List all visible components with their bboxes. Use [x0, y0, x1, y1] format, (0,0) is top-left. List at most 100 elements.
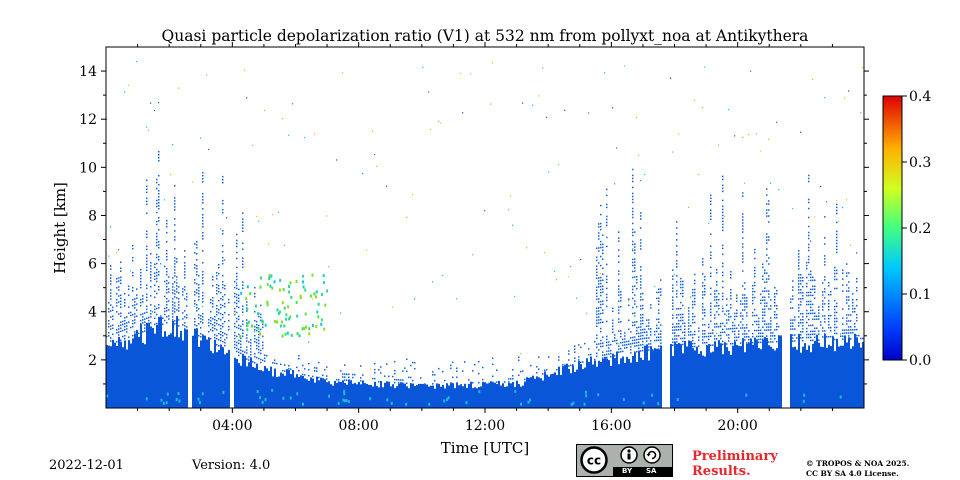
heatmap-speckle — [156, 274, 158, 277]
heatmap-speckle — [632, 339, 634, 342]
heatmap-speckle — [850, 314, 852, 316]
heatmap-speckle — [764, 281, 766, 283]
heatmap-speckle — [120, 312, 122, 314]
heatmap-speckle — [172, 313, 174, 315]
heatmap-speckle — [792, 286, 794, 288]
heatmap-speckle — [770, 341, 772, 343]
heatmap-speckle — [710, 197, 712, 200]
heatmap-aerosol-point — [288, 290, 291, 294]
heatmap-speckle — [810, 309, 812, 312]
heatmap-speckle — [670, 344, 672, 347]
heatmap-speckle — [256, 323, 258, 326]
heatmap-speckle — [216, 343, 218, 346]
heatmap-speckle — [242, 281, 244, 283]
heatmap-speckle — [760, 341, 762, 344]
heatmap-speckle — [202, 175, 204, 177]
heatmap-speckle — [182, 318, 184, 320]
heatmap-speckle — [172, 319, 174, 321]
heatmap-sparse-point — [116, 252, 118, 254]
heatmap-speckle — [140, 274, 142, 277]
heatmap-speckle — [632, 168, 634, 171]
heatmap-surface-point — [622, 397, 625, 401]
heatmap-speckle — [256, 326, 258, 329]
heatmap-speckle — [614, 340, 616, 342]
heatmap-aerosol-point — [303, 327, 306, 331]
heatmap-speckle — [742, 258, 744, 260]
heatmap-bl-column — [444, 388, 446, 408]
heatmap-speckle — [412, 361, 414, 364]
heatmap-speckle — [596, 352, 598, 355]
heatmap-speckle — [828, 302, 830, 305]
heatmap-speckle — [208, 319, 210, 321]
heatmap-bl-column — [418, 383, 420, 408]
heatmap-bl-column — [570, 373, 572, 408]
heatmap-speckle — [258, 345, 260, 348]
heatmap-speckle — [344, 376, 346, 378]
heatmap-bl-column — [338, 381, 340, 408]
heatmap-sparse-point — [152, 311, 154, 313]
heatmap-aerosol-point — [279, 324, 282, 328]
heatmap-speckle — [242, 248, 244, 250]
heatmap-speckle — [644, 337, 646, 340]
heatmap-bl-column — [808, 345, 810, 408]
heatmap-speckle — [622, 341, 624, 344]
heatmap-speckle — [830, 326, 832, 329]
heatmap-speckle — [822, 315, 824, 317]
heatmap-speckle — [184, 325, 186, 327]
heatmap-speckle — [260, 328, 262, 331]
heatmap-speckle — [824, 321, 826, 323]
heatmap-speckle — [450, 364, 452, 367]
heatmap-speckle — [176, 309, 178, 311]
heatmap-speckle — [600, 318, 602, 321]
heatmap-speckle — [722, 214, 724, 217]
heatmap-speckle — [620, 351, 622, 353]
heatmap-speckle — [112, 315, 114, 318]
heatmap-speckle — [236, 296, 238, 299]
heatmap-speckle — [762, 317, 764, 319]
heatmap-aerosol-point — [282, 288, 285, 292]
heatmap-speckle — [754, 338, 756, 341]
heatmap-speckle — [688, 334, 690, 336]
heatmap-speckle — [722, 175, 724, 178]
heatmap-speckle — [746, 306, 748, 308]
heatmap-speckle — [628, 304, 630, 306]
heatmap-aerosol-point — [301, 327, 304, 331]
heatmap-speckle — [836, 338, 838, 341]
heatmap-speckle — [640, 338, 642, 340]
heatmap-speckle — [710, 209, 712, 212]
heatmap-speckle — [766, 194, 768, 196]
heatmap-speckle — [142, 316, 144, 318]
heatmap-speckle — [456, 376, 458, 378]
heatmap-speckle — [752, 296, 754, 299]
heatmap-speckle — [658, 303, 660, 305]
heatmap-aerosol-point — [259, 285, 262, 289]
heatmap-speckle — [684, 325, 686, 328]
heatmap-speckle — [846, 290, 848, 292]
heatmap-speckle — [182, 291, 184, 293]
heatmap-speckle — [602, 300, 604, 302]
heatmap-sparse-point — [624, 65, 626, 67]
heatmap-bl-column — [608, 360, 610, 408]
heatmap-speckle — [234, 346, 236, 349]
heatmap-speckle — [228, 319, 230, 322]
heatmap-bl-column — [742, 338, 744, 408]
heatmap-speckle — [612, 355, 614, 358]
heatmap-speckle — [770, 323, 772, 325]
heatmap-speckle — [620, 330, 622, 332]
heatmap-bl-column — [334, 380, 336, 408]
heatmap-speckle — [184, 268, 186, 270]
heatmap-speckle — [722, 253, 724, 256]
heatmap-bl-column — [840, 345, 842, 408]
heatmap-speckle — [132, 289, 134, 292]
heatmap-speckle — [600, 330, 602, 333]
heatmap-surface-point — [585, 394, 588, 398]
heatmap-speckle — [146, 260, 148, 263]
heatmap-speckle — [812, 324, 814, 327]
heatmap-speckle — [704, 293, 706, 296]
heatmap-speckle — [184, 277, 186, 279]
heatmap-speckle — [216, 322, 218, 325]
heatmap-speckle — [198, 290, 200, 292]
heatmap-speckle — [766, 290, 768, 292]
heatmap-speckle — [262, 323, 264, 326]
heatmap-speckle — [632, 195, 634, 198]
